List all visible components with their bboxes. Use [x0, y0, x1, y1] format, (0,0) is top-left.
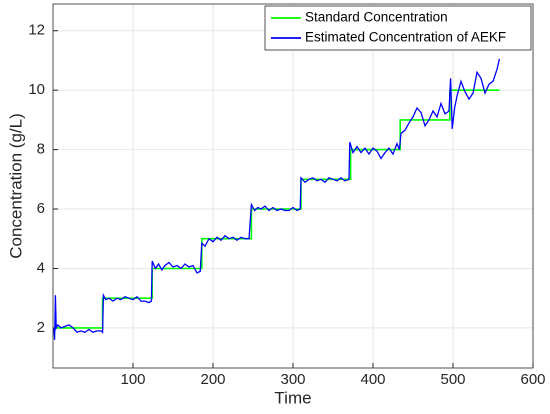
- x-tick-label: 600: [520, 371, 545, 388]
- series-line: [53, 58, 501, 340]
- x-axis-label: Time: [274, 388, 311, 407]
- legend-label: Estimated Concentration of AEKF: [305, 30, 506, 45]
- x-tick-label: 400: [360, 371, 385, 388]
- legend-box: [264, 5, 532, 51]
- y-tick-label: 10: [28, 81, 45, 98]
- x-tick-label: 300: [280, 371, 305, 388]
- y-axis-label: Concentration (g/L): [6, 113, 25, 259]
- axes-box: [52, 3, 534, 369]
- y-tick-label: 2: [37, 319, 45, 336]
- y-tick-label: 4: [37, 259, 45, 276]
- x-tick-label: 100: [120, 371, 145, 388]
- y-tick-label: 8: [37, 141, 45, 158]
- series-line: [53, 89, 500, 329]
- y-tick-label: 6: [37, 200, 45, 217]
- x-tick-label: 500: [440, 371, 465, 388]
- y-tick-label: 12: [28, 22, 45, 39]
- legend-label: Standard Concentration: [305, 10, 448, 25]
- x-tick-label: 200: [200, 371, 225, 388]
